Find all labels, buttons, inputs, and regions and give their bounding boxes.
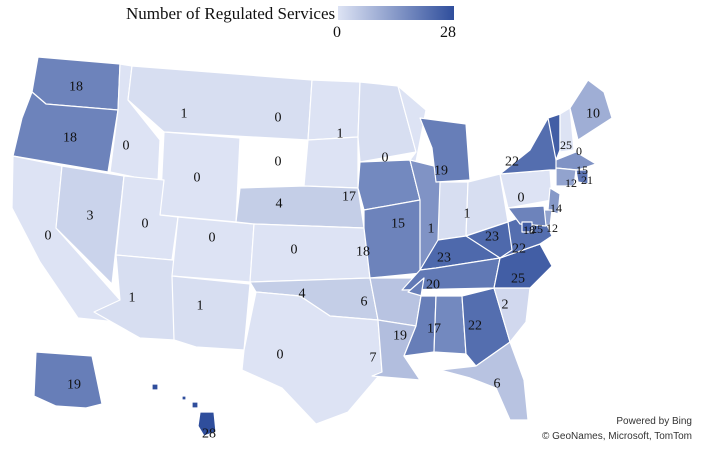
state-value-label-md: 18 <box>523 223 535 237</box>
state-value-label-sd: 0 <box>275 155 282 170</box>
state-value-label-nv: 3 <box>87 209 94 224</box>
state-value-label-nm: 1 <box>197 299 204 314</box>
state-nm[interactable] <box>171 275 251 351</box>
state-mt[interactable] <box>127 65 313 141</box>
state-mo[interactable] <box>363 199 433 279</box>
legend-max-label: 28 <box>440 24 456 41</box>
state-value-label-dc: 25 <box>531 222 543 236</box>
state-value-label-wa: 18 <box>69 80 83 95</box>
state-value-label-ms: 19 <box>393 329 407 344</box>
state-value-label-ca: 0 <box>45 229 52 244</box>
state-value-label-ne: 4 <box>276 197 283 212</box>
state-value-label-az: 1 <box>129 291 136 306</box>
state-value-label-il: 15 <box>391 217 405 232</box>
state-value-label-ok: 4 <box>299 287 306 302</box>
state-md[interactable] <box>507 205 547 227</box>
state-nj[interactable] <box>547 187 561 215</box>
state-value-label-mo: 18 <box>356 245 370 260</box>
state-value-label-mn: 1 <box>337 127 344 142</box>
state-value-label-fl: 6 <box>494 377 501 392</box>
legend-min-label: 0 <box>333 24 341 41</box>
state-value-label-co: 0 <box>209 231 216 246</box>
state-wv[interactable] <box>465 221 513 259</box>
state-pa[interactable] <box>499 169 553 209</box>
state-value-label-ct: 12 <box>565 176 577 190</box>
state-value-label-me: 10 <box>586 107 600 122</box>
state-value-label-vt: 25 <box>560 138 572 152</box>
state-nd[interactable] <box>307 79 361 141</box>
state-value-label-ga: 22 <box>468 319 482 334</box>
state-value-label-ak: 19 <box>67 378 81 393</box>
attribution-powered-by: Powered by Bing <box>616 416 692 427</box>
state-me[interactable] <box>569 79 613 141</box>
state-ct[interactable] <box>555 167 577 187</box>
state-value-label-ar: 6 <box>361 295 368 310</box>
state-value-label-sc: 2 <box>502 298 509 313</box>
state-value-label-de: 12 <box>546 221 558 235</box>
state-ma[interactable] <box>555 151 597 171</box>
state-value-label-ks: 0 <box>291 243 298 258</box>
state-value-label-va: 22 <box>512 242 526 257</box>
state-value-label-la: 7 <box>370 351 377 366</box>
state-value-label-al: 17 <box>427 322 441 337</box>
state-or[interactable] <box>12 91 119 173</box>
state-value-label-nh: 0 <box>576 144 582 158</box>
legend-title: Number of Regulated Services <box>126 4 336 23</box>
legend-color-scale <box>338 6 454 20</box>
state-mi[interactable] <box>419 117 471 183</box>
state-value-label-ri: 21 <box>581 173 593 187</box>
state-tn[interactable] <box>401 257 501 291</box>
state-value-label-pa: 0 <box>518 191 525 206</box>
state-hi[interactable] <box>151 383 217 437</box>
state-value-label-hi: 28 <box>202 427 216 442</box>
state-value-label-oh: 1 <box>464 207 471 222</box>
state-ks[interactable] <box>249 223 371 283</box>
state-value-label-nd: 0 <box>275 111 282 126</box>
state-value-label-nc: 25 <box>511 272 525 287</box>
state-nv[interactable] <box>55 165 125 285</box>
state-value-label-wi: 0 <box>382 151 389 166</box>
state-value-label-mt: 1 <box>181 107 188 122</box>
state-co[interactable] <box>171 216 255 283</box>
state-value-label-ia: 17 <box>342 190 356 205</box>
state-nc[interactable] <box>493 243 553 289</box>
state-value-label-ma: 15 <box>576 163 588 177</box>
state-value-label-mi: 19 <box>434 164 448 179</box>
state-mn[interactable] <box>357 81 417 163</box>
state-value-label-wy: 0 <box>194 171 201 186</box>
state-value-label-ky: 23 <box>437 251 451 266</box>
state-value-label-or: 18 <box>63 131 77 146</box>
state-value-label-nj: 14 <box>550 201 562 215</box>
state-value-label-tn: 20 <box>426 278 440 293</box>
state-sd[interactable] <box>303 136 359 189</box>
state-value-label-id: 0 <box>123 139 130 154</box>
state-fl[interactable] <box>439 341 529 421</box>
state-value-label-tx: 0 <box>277 348 284 363</box>
attribution-copyright: © GeoNames, Microsoft, TomTom <box>542 431 692 442</box>
state-value-label-ny: 22 <box>505 155 519 170</box>
state-dc[interactable] <box>521 221 533 233</box>
state-value-label-ut: 0 <box>142 217 149 232</box>
state-value-label-wv: 23 <box>485 230 499 245</box>
state-ak[interactable] <box>33 351 103 409</box>
state-value-label-in: 1 <box>428 222 435 237</box>
state-nh[interactable] <box>559 107 575 153</box>
state-ri[interactable] <box>575 169 589 185</box>
legend: Number of Regulated Services 0 28 <box>0 0 702 50</box>
